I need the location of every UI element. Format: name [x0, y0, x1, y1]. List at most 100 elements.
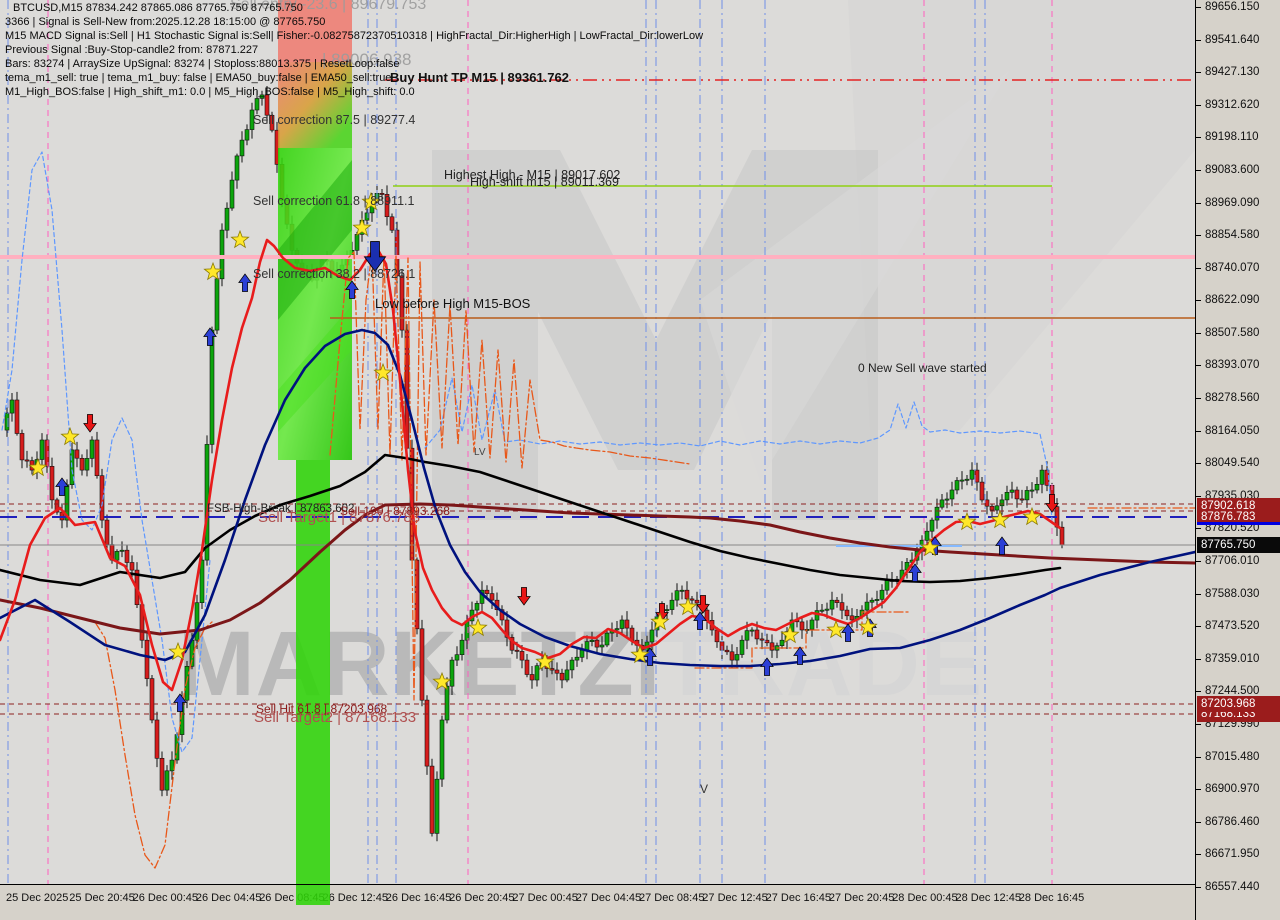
star-signal-icon [468, 617, 488, 637]
candle-body [734, 654, 740, 661]
candle-body [569, 659, 575, 671]
star-signal-icon [858, 616, 878, 636]
candle-body [169, 759, 175, 772]
candle-body [184, 665, 190, 701]
price-tick-label: 89427.130 [1195, 66, 1260, 79]
candle-body [259, 94, 265, 99]
star-signal-icon [920, 537, 940, 557]
candle-body [999, 499, 1005, 507]
candle-body [389, 216, 395, 231]
candle-body [1009, 489, 1015, 493]
star-signal-icon [1022, 506, 1042, 526]
time-axis[interactable]: 25 Dec 2025 25 Dec 20:45 26 Dec 00:45 26 De… [0, 884, 1195, 920]
candle-body [474, 603, 480, 611]
candle-body [214, 278, 220, 331]
candle-body [959, 479, 965, 482]
candle-body [454, 654, 460, 661]
candle-body [619, 619, 625, 629]
candle-body [419, 628, 425, 701]
star-signal-icon [60, 426, 80, 446]
candle-body [819, 609, 825, 612]
candle-body [714, 629, 720, 643]
candle-body [229, 179, 235, 209]
bb-dashed-mid [424, 377, 1053, 521]
price-tick-label: 86900.970 [1195, 783, 1260, 796]
time-tick-label: 28 Dec 00:45 [892, 892, 958, 904]
buy-arrow-icon [345, 280, 359, 299]
candle-body [1019, 498, 1025, 501]
star-signal-icon [535, 651, 555, 671]
ma-navy [0, 328, 1195, 668]
buy-arrow-icon [55, 477, 69, 496]
price-level-badge: 87203.968 [1197, 696, 1280, 712]
star-signal-icon [678, 596, 698, 616]
time-tick-label: 26 Dec 00:45 [132, 892, 199, 904]
candle-body [694, 599, 700, 604]
candle-body [849, 615, 855, 621]
candle-body [104, 519, 110, 545]
candle-body [724, 649, 730, 653]
candle-body [829, 599, 835, 610]
star-signal-icon [990, 509, 1010, 529]
candle-body [564, 669, 570, 681]
chart-plot-area[interactable] [0, 0, 1195, 884]
price-tick-label: 88278.560 [1195, 392, 1260, 405]
time-tick-label: 27 Dec 16:45 [765, 892, 832, 904]
candle-body [869, 599, 875, 603]
buy-arrow-icon [203, 327, 217, 346]
logo-m-icon [432, 150, 878, 520]
star-signal-icon [168, 641, 188, 661]
fib-band [278, 0, 352, 62]
fib-band-streak [278, 160, 352, 320]
candle-body [224, 207, 230, 231]
star-signal-icon [28, 457, 48, 477]
candle-body [994, 505, 1000, 511]
candle-body [199, 559, 205, 603]
candle-body [954, 480, 960, 491]
sell-arrow-icon [1045, 494, 1059, 513]
candle-body [669, 599, 675, 610]
candle-body [764, 639, 770, 644]
candle-body [629, 627, 635, 641]
candle-body [779, 639, 785, 647]
time-tick-label: 25 Dec 20:45 [69, 892, 135, 904]
candle-body [264, 94, 270, 116]
price-axis[interactable]: 89656.150 89541.640 89427.130 89312.620 8919… [1195, 0, 1280, 920]
time-tick-label: 28 Dec 12:45 [955, 892, 1021, 904]
price-tick-label: 87820.520 [1195, 522, 1260, 535]
price-tick-label: 87473.520 [1195, 620, 1260, 633]
sell-arrow-icon [83, 414, 97, 433]
candle-body [759, 638, 765, 641]
candle-body [239, 139, 245, 157]
price-tick-label: 87244.500 [1195, 685, 1260, 698]
price-tick-label: 89083.600 [1195, 163, 1260, 176]
candle-body [379, 193, 385, 195]
candle-body [234, 155, 240, 181]
time-tick-label: 26 Dec 16:45 [385, 892, 452, 904]
buy-arrow-icon [841, 623, 855, 642]
candle-body [4, 412, 10, 431]
candle-body [834, 599, 840, 603]
time-tick-label: 27 Dec 12:45 [702, 892, 768, 904]
candle-body [44, 439, 50, 467]
buy-arrow-icon [995, 536, 1009, 555]
price-tick-label: 86557.440 [1195, 880, 1260, 893]
candle-body [249, 109, 255, 130]
candle-body [269, 115, 275, 131]
candle-body [844, 609, 850, 617]
candle-body [979, 481, 985, 501]
candle-body [589, 639, 595, 642]
candle-body [159, 757, 165, 791]
price-tick-label: 87706.010 [1195, 555, 1260, 568]
price-tick-label: 89656.150 [1195, 1, 1260, 13]
fib-band [296, 460, 330, 884]
price-tick-label: 89541.640 [1195, 33, 1260, 46]
candle-body [209, 329, 215, 445]
time-tick-label: 27 Dec 20:45 [828, 892, 895, 904]
candle-body [9, 399, 15, 414]
candle-body [1059, 526, 1065, 546]
candle-body [879, 589, 885, 600]
candle-body [1024, 490, 1030, 501]
candle-body [114, 551, 120, 561]
